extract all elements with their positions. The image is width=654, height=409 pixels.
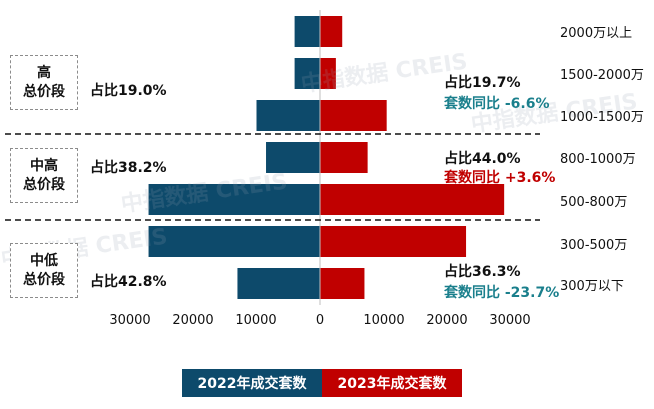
bar-2022 bbox=[237, 268, 320, 299]
group-label-mid-low: 中低 总价段 bbox=[10, 243, 78, 298]
bar-2022 bbox=[148, 226, 320, 257]
yoy-mid-high: 套数同比 +3.6% bbox=[444, 170, 556, 186]
share-2022-mid-high: 占比38.2% bbox=[90, 160, 167, 176]
x-tick-label: 20000 bbox=[172, 313, 214, 328]
legend-2022: 2022年成交套数 bbox=[182, 369, 322, 397]
x-tick-label: 30000 bbox=[489, 313, 531, 328]
category-label: 300-500万 bbox=[560, 238, 628, 253]
bar-2022 bbox=[256, 100, 320, 131]
group-label-line2: 总价段 bbox=[23, 83, 65, 100]
bar-2023 bbox=[320, 100, 387, 131]
bar-2023 bbox=[320, 142, 368, 173]
group-label-line2: 总价段 bbox=[23, 271, 65, 288]
category-label: 2000万以上 bbox=[560, 26, 633, 41]
x-tick-label: 10000 bbox=[235, 313, 277, 328]
share-2023-high: 占比19.7% bbox=[444, 75, 521, 91]
bar-2022 bbox=[294, 58, 320, 89]
share-2023-mid-high: 占比44.0% bbox=[444, 151, 521, 167]
category-label: 800-1000万 bbox=[560, 152, 636, 167]
category-label: 1000-1500万 bbox=[560, 110, 644, 125]
legend: 2022年成交套数 2023年成交套数 bbox=[182, 369, 462, 397]
group-label-line1: 中低 bbox=[30, 252, 58, 269]
bar-2023 bbox=[320, 268, 365, 299]
legend-2023: 2023年成交套数 bbox=[322, 369, 462, 397]
bar-2022 bbox=[294, 16, 320, 47]
x-tick-label: 10000 bbox=[363, 313, 405, 328]
bar-2022 bbox=[148, 184, 320, 215]
bar-2023 bbox=[320, 16, 343, 47]
group-label-line2: 总价段 bbox=[23, 176, 65, 193]
bar-2023 bbox=[320, 226, 467, 257]
x-tick-label: 0 bbox=[315, 313, 325, 328]
x-tick-label: 30000 bbox=[109, 313, 151, 328]
share-2023-mid-low: 占比36.3% bbox=[444, 264, 521, 280]
category-label: 300万以下 bbox=[560, 279, 624, 294]
bar-2023 bbox=[320, 184, 505, 215]
category-label: 1500-2000万 bbox=[560, 68, 644, 83]
group-label-mid-high: 中高 总价段 bbox=[10, 148, 78, 203]
group-label-high: 高 总价段 bbox=[10, 55, 78, 110]
yoy-high: 套数同比 -6.6% bbox=[444, 96, 550, 112]
bar-2022 bbox=[266, 142, 320, 173]
share-2022-high: 占比19.0% bbox=[90, 83, 167, 99]
group-label-line1: 中高 bbox=[30, 157, 58, 174]
group-label-line1: 高 bbox=[37, 64, 51, 81]
yoy-mid-low: 套数同比 -23.7% bbox=[444, 285, 560, 301]
bar-2023 bbox=[320, 58, 336, 89]
share-2022-mid-low: 占比42.8% bbox=[90, 274, 167, 290]
x-tick-label: 20000 bbox=[426, 313, 468, 328]
category-label: 500-800万 bbox=[560, 195, 628, 210]
